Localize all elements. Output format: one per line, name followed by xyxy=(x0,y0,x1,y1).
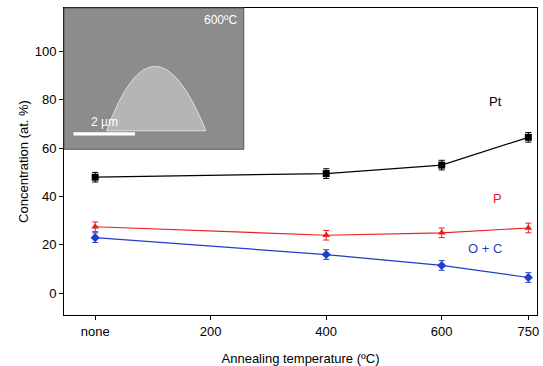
svg-text:2 µm: 2 µm xyxy=(91,115,118,129)
svg-text:Pt: Pt xyxy=(489,94,502,109)
svg-text:80: 80 xyxy=(42,92,56,107)
svg-text:750: 750 xyxy=(517,324,539,339)
svg-text:Annealing temperature (ºC): Annealing temperature (ºC) xyxy=(222,351,380,366)
svg-text:100: 100 xyxy=(35,44,57,59)
svg-text:600ºC: 600ºC xyxy=(204,13,237,27)
svg-text:40: 40 xyxy=(42,189,56,204)
svg-text:400: 400 xyxy=(315,324,337,339)
svg-text:none: none xyxy=(81,324,110,339)
svg-text:0: 0 xyxy=(49,286,56,301)
svg-text:Concentration (at. %): Concentration (at. %) xyxy=(16,100,31,223)
svg-text:200: 200 xyxy=(200,324,222,339)
svg-text:P: P xyxy=(493,191,502,206)
svg-text:60: 60 xyxy=(42,141,56,156)
svg-text:20: 20 xyxy=(42,237,56,252)
svg-text:O + C: O + C xyxy=(468,241,502,256)
svg-text:600: 600 xyxy=(431,324,453,339)
